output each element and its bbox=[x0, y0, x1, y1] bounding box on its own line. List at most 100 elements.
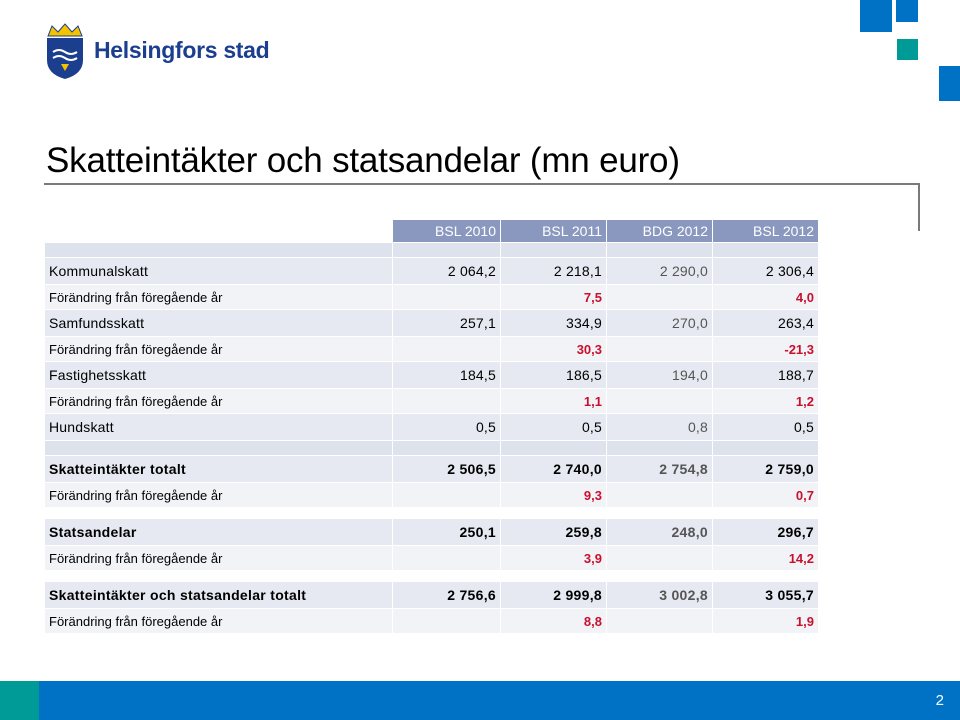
decor-square bbox=[897, 39, 918, 60]
table-cell: 2 759,0 bbox=[712, 455, 819, 483]
table-row: Samfundsskatt 257,1 334,9 270,0 263,4 bbox=[44, 309, 819, 337]
helsinki-coat-of-arms-icon bbox=[44, 22, 86, 80]
table-cell: 0,5 bbox=[712, 413, 819, 441]
table-cell: 1,1 bbox=[500, 388, 607, 414]
footer-bar: 2 bbox=[0, 681, 960, 720]
row-label: Kommunalskatt bbox=[44, 257, 393, 285]
table-row: Hundskatt 0,5 0,5 0,8 0,5 bbox=[44, 413, 819, 441]
table-cell: 2 740,0 bbox=[500, 455, 607, 483]
column-header: BSL 2011 bbox=[500, 219, 607, 243]
row-label: Förändring från föregående år bbox=[44, 482, 393, 508]
table-cell: 0,7 bbox=[712, 482, 819, 508]
table-row: Kommunalskatt 2 064,2 2 218,1 2 290,0 2 … bbox=[44, 257, 819, 285]
table-cell: 334,9 bbox=[500, 309, 607, 337]
title-divider-vertical bbox=[918, 183, 920, 231]
table-cell bbox=[606, 482, 713, 508]
table-header-row: BSL 2010 BSL 2011 BDG 2012 BSL 2012 bbox=[44, 219, 819, 243]
table-cell: 186,5 bbox=[500, 361, 607, 389]
table-spacer-row bbox=[44, 440, 819, 456]
brand-name: Helsingfors stad bbox=[94, 37, 270, 63]
table-cell: 1,2 bbox=[712, 388, 819, 414]
table-cell: 0,8 bbox=[606, 413, 713, 441]
table-cell bbox=[606, 608, 713, 634]
table-gap-row bbox=[44, 570, 819, 582]
table-cell: 2 754,8 bbox=[606, 455, 713, 483]
table-cell: 194,0 bbox=[606, 361, 713, 389]
table-cell bbox=[392, 482, 501, 508]
table-cell bbox=[606, 388, 713, 414]
column-header: BSL 2012 bbox=[712, 219, 819, 243]
footer-accent-square bbox=[0, 681, 39, 720]
table-row: Förändring från föregående år 30,3 -21,3 bbox=[44, 336, 819, 362]
table-cell: 30,3 bbox=[500, 336, 607, 362]
table-row: Fastighetsskatt 184,5 186,5 194,0 188,7 bbox=[44, 361, 819, 389]
row-label: Förändring från föregående år bbox=[44, 284, 393, 310]
decor-square bbox=[860, 0, 892, 32]
table-cell: 296,7 bbox=[712, 518, 819, 546]
table-cell: 184,5 bbox=[392, 361, 501, 389]
table-cell bbox=[392, 388, 501, 414]
slide-title: Skatteintäkter och statsandelar (mn euro… bbox=[46, 141, 680, 180]
row-label: Förändring från föregående år bbox=[44, 608, 393, 634]
table-cell: 0,5 bbox=[392, 413, 501, 441]
table-cell: 1,9 bbox=[712, 608, 819, 634]
table-cell: 259,8 bbox=[500, 518, 607, 546]
row-label: Förändring från föregående år bbox=[44, 388, 393, 414]
table-cell bbox=[606, 284, 713, 310]
table-cell: 4,0 bbox=[712, 284, 819, 310]
table-cell: 250,1 bbox=[392, 518, 501, 546]
table-cell: 7,5 bbox=[500, 284, 607, 310]
table-cell: 2 290,0 bbox=[606, 257, 713, 285]
table-row-total: Statsandelar 250,1 259,8 248,0 296,7 bbox=[44, 518, 819, 546]
row-label: Samfundsskatt bbox=[44, 309, 393, 337]
table-cell: 2 218,1 bbox=[500, 257, 607, 285]
table-cell: 270,0 bbox=[606, 309, 713, 337]
table-row-total: Skatteintäkter totalt 2 506,5 2 740,0 2 … bbox=[44, 455, 819, 483]
row-label: Förändring från föregående år bbox=[44, 545, 393, 571]
table-cell: 2 306,4 bbox=[712, 257, 819, 285]
row-label: Förändring från föregående år bbox=[44, 336, 393, 362]
table-cell: 2 064,2 bbox=[392, 257, 501, 285]
row-label: Statsandelar bbox=[44, 518, 393, 546]
table-row: Förändring från föregående år 3,9 14,2 bbox=[44, 545, 819, 571]
table-cell: 3 002,8 bbox=[606, 581, 713, 609]
table-cell: 3 055,7 bbox=[712, 581, 819, 609]
table-cell bbox=[392, 608, 501, 634]
row-label: Skatteintäkter totalt bbox=[44, 455, 393, 483]
decor-square bbox=[939, 66, 960, 101]
table-cell: 3,9 bbox=[500, 545, 607, 571]
table-cell: -21,3 bbox=[712, 336, 819, 362]
column-header: BDG 2012 bbox=[606, 219, 713, 243]
table-cell: 8,8 bbox=[500, 608, 607, 634]
table-cell: 257,1 bbox=[392, 309, 501, 337]
decor-square bbox=[896, 0, 918, 22]
table-cell bbox=[392, 284, 501, 310]
table-cell: 2 999,8 bbox=[500, 581, 607, 609]
table-cell: 14,2 bbox=[712, 545, 819, 571]
table-row: Förändring från föregående år 9,3 0,7 bbox=[44, 482, 819, 508]
title-divider bbox=[44, 183, 920, 185]
table-cell bbox=[606, 336, 713, 362]
table-cell: 9,3 bbox=[500, 482, 607, 508]
table-cell: 2 506,5 bbox=[392, 455, 501, 483]
row-label: Fastighetsskatt bbox=[44, 361, 393, 389]
table-cell bbox=[606, 545, 713, 571]
table-row: Förändring från föregående år 8,8 1,9 bbox=[44, 608, 819, 634]
table-row: Förändring från föregående år 7,5 4,0 bbox=[44, 284, 819, 310]
table-cell bbox=[392, 545, 501, 571]
page-number: 2 bbox=[935, 692, 944, 709]
table-cell bbox=[392, 336, 501, 362]
table-cell: 263,4 bbox=[712, 309, 819, 337]
table-gap-row bbox=[44, 507, 819, 519]
table-cell: 248,0 bbox=[606, 518, 713, 546]
table-row-total: Skatteintäkter och statsandelar totalt 2… bbox=[44, 581, 819, 609]
table-spacer-row bbox=[44, 242, 819, 258]
table-cell: 188,7 bbox=[712, 361, 819, 389]
table-row: Förändring från föregående år 1,1 1,2 bbox=[44, 388, 819, 414]
column-header: BSL 2010 bbox=[392, 219, 501, 243]
tax-revenue-table: BSL 2010 BSL 2011 BDG 2012 BSL 2012 Komm… bbox=[44, 219, 819, 634]
table-cell: 0,5 bbox=[500, 413, 607, 441]
row-label: Hundskatt bbox=[44, 413, 393, 441]
header-blank-cell bbox=[44, 219, 393, 243]
row-label: Skatteintäkter och statsandelar totalt bbox=[44, 581, 393, 609]
